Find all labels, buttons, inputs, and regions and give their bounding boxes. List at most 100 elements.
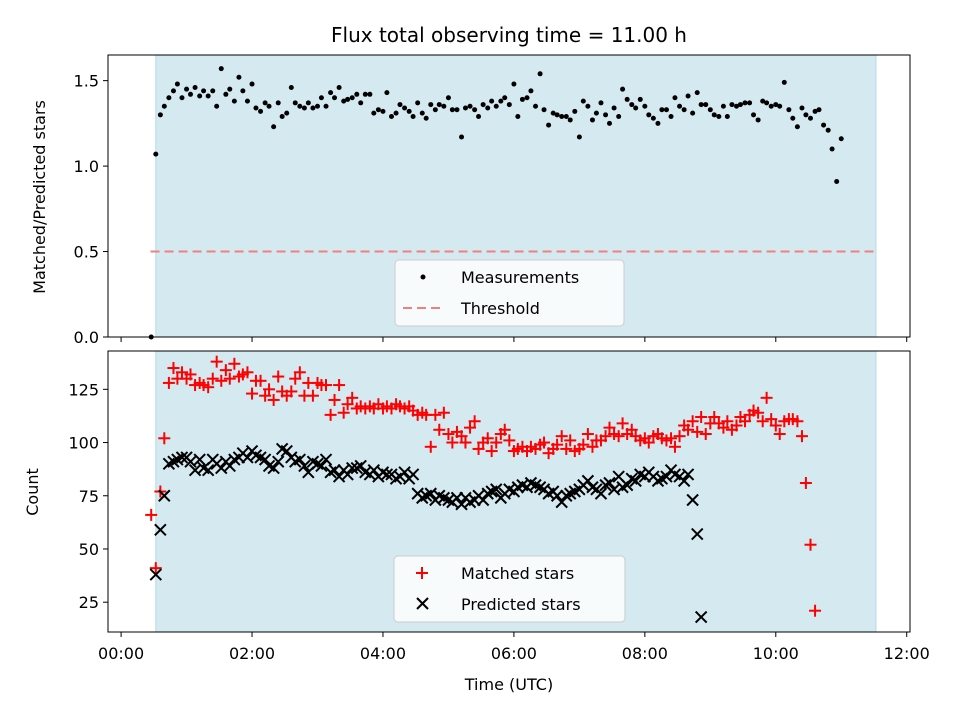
predicted-star-mark-b xyxy=(612,470,625,483)
matched-star-point xyxy=(464,421,477,434)
predicted-star-mark-b xyxy=(201,464,215,477)
predicted-star-mark-b xyxy=(193,453,206,466)
matched-star-point xyxy=(752,406,765,419)
measurement-point xyxy=(760,98,766,104)
predicted-star-mark-b xyxy=(267,461,280,475)
measurement-point xyxy=(184,86,190,92)
predicted-star-point xyxy=(319,453,333,466)
measurement-point xyxy=(786,107,792,113)
predicted-star-mark-b xyxy=(660,470,673,483)
measurement-point xyxy=(445,95,451,101)
measurement-point xyxy=(349,95,355,101)
x-tick-label: 08:00 xyxy=(622,644,668,663)
matched-star-point xyxy=(254,374,267,387)
predicted-star-mark-b xyxy=(442,493,455,507)
measurement-point xyxy=(524,95,530,101)
legend-label-measurements: Measurements xyxy=(461,268,579,287)
top-y-tick-label: 0.0 xyxy=(74,328,99,347)
matched-star-point xyxy=(162,376,175,389)
top-panel: 0.0 0.5 1.0 1.5 Flux total observing time =… xyxy=(30,23,911,347)
measurement-point xyxy=(799,105,805,111)
x-tick-label: 04:00 xyxy=(360,644,406,663)
matched-star-point xyxy=(586,440,599,453)
measurement-point xyxy=(794,124,800,130)
matched-star-point xyxy=(485,445,498,458)
predicted-star-point xyxy=(686,493,699,507)
predicted-star-point xyxy=(367,464,381,477)
matched-star-point xyxy=(673,430,686,443)
matched-star-point xyxy=(498,423,511,436)
matched-star-point xyxy=(246,387,259,400)
measurement-point xyxy=(563,114,569,120)
measurement-point xyxy=(336,84,342,90)
measurement-point xyxy=(585,103,591,109)
predicted-star-mark-b xyxy=(634,468,647,481)
measurement-point xyxy=(681,107,687,113)
measurement-point xyxy=(546,122,552,128)
predicted-star-mark-b xyxy=(380,468,394,481)
measurement-point xyxy=(637,96,643,102)
matched-star-point xyxy=(145,508,158,521)
matched-star-point xyxy=(773,428,786,441)
predicted-star-mark-b xyxy=(603,476,616,490)
predicted-star-mark-b xyxy=(524,476,538,490)
x-tick-label: 10:00 xyxy=(753,644,799,663)
top-y-tick-label: 1.5 xyxy=(74,72,99,91)
predicted-star-point xyxy=(380,468,394,481)
measurement-point xyxy=(301,105,307,111)
predicted-star-mark-b xyxy=(625,472,638,485)
predicted-star-mark-b xyxy=(154,523,167,537)
bottom-y-tick-label: 25 xyxy=(79,593,99,612)
predicted-star-mark-b xyxy=(607,483,621,496)
predicted-star-mark-b xyxy=(241,451,254,464)
matched-star-point xyxy=(730,419,743,432)
predicted-star-point xyxy=(603,476,616,490)
measurement-point xyxy=(603,112,609,118)
predicted-star-mark-b xyxy=(249,449,263,462)
measurement-point xyxy=(262,100,268,106)
bottom-y-tick-label: 50 xyxy=(79,540,99,559)
measurement-point xyxy=(187,91,193,97)
predicted-star-point xyxy=(298,459,311,473)
predicted-star-mark-b xyxy=(677,474,691,488)
predicted-star-point xyxy=(694,610,708,624)
bottom-y-ticks: 25 50 75 100 125 xyxy=(68,380,108,612)
top-legend-box xyxy=(394,259,625,327)
bottom-y-tick-label: 75 xyxy=(79,487,99,506)
matched-star-point xyxy=(293,366,306,379)
matched-star-point xyxy=(760,391,773,404)
predicted-star-mark-b xyxy=(681,468,695,481)
measurement-point xyxy=(567,117,573,123)
measurement-point xyxy=(480,102,486,108)
legend-marker-measurements xyxy=(420,274,426,280)
bottom-panel: 00:00 02:00 04:00 06:00 08:00 10:00 12:00 25 50… xyxy=(23,350,930,694)
measurement-point xyxy=(214,103,220,109)
measurement-point xyxy=(642,103,648,109)
measurement-point xyxy=(511,81,517,87)
matched-star-point xyxy=(468,415,481,428)
matched-star-point xyxy=(210,355,223,368)
measurement-point xyxy=(742,100,748,106)
measurement-point xyxy=(318,95,324,101)
measurement-point xyxy=(244,98,250,104)
x-axis-label: Time (UTC) xyxy=(464,675,553,694)
measurement-point xyxy=(572,108,578,114)
matched-star-point xyxy=(599,430,612,443)
measurement-point xyxy=(655,120,661,126)
measurement-point xyxy=(249,81,255,87)
predicted-star-mark-b xyxy=(668,468,682,481)
measurement-point xyxy=(489,98,495,104)
matched-star-point xyxy=(446,436,459,449)
matched-star-point xyxy=(699,428,712,441)
measurement-point xyxy=(803,112,809,118)
matched-star-point xyxy=(167,362,180,375)
predicted-star-mark-b xyxy=(149,568,162,581)
measurement-point xyxy=(716,114,722,120)
bottom-legend: Matched stars Predicted stars xyxy=(393,555,626,623)
measurement-point xyxy=(493,103,499,109)
measurement-point xyxy=(161,103,167,109)
measurement-point xyxy=(397,102,403,108)
measurement-point xyxy=(384,90,390,96)
matched-star-point xyxy=(616,417,629,430)
measurement-point xyxy=(764,100,770,106)
